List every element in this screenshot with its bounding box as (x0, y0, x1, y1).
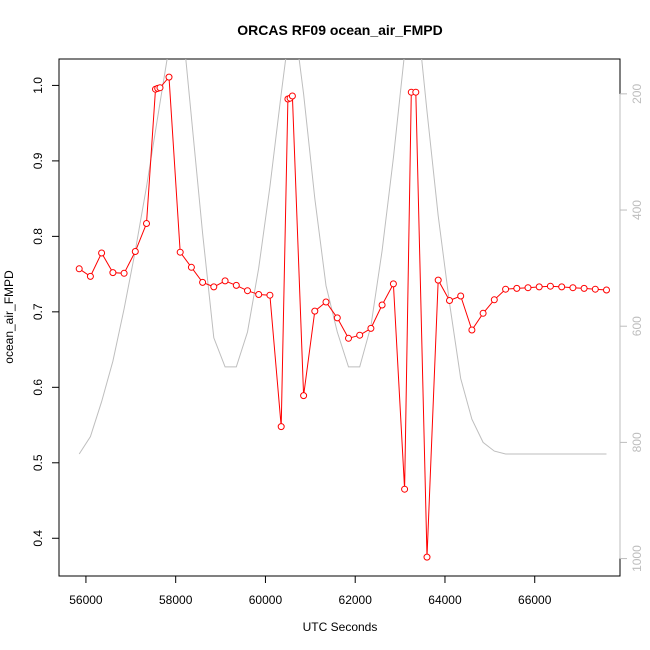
data-point (524, 284, 532, 292)
data-point (490, 296, 498, 304)
data-point (109, 269, 117, 277)
data-point (333, 314, 341, 322)
data-point (131, 248, 139, 255)
x-axis-label: UTC Seconds (303, 620, 378, 634)
y-axis-label: ocean_air_FMPD (2, 270, 16, 364)
data-point (210, 283, 218, 291)
y-tick-label: 0.8 (31, 228, 45, 245)
data-point (232, 281, 240, 289)
data-point (120, 269, 128, 277)
data-point (165, 73, 173, 81)
data-point (423, 553, 431, 561)
data-point (446, 297, 453, 304)
data-point (244, 287, 251, 295)
data-point (288, 92, 296, 100)
y2-tick-label: 400 (630, 200, 644, 220)
x-axis: 56000 58000 60000 62000 64000 66000 (69, 575, 552, 607)
y-axis: 0.4 0.5 0.6 0.7 0.8 0.9 1.0 (31, 77, 60, 547)
data-point (591, 285, 599, 293)
x-tick-label: 56000 (69, 593, 103, 607)
data-point (513, 284, 521, 292)
data-point (502, 285, 510, 293)
data-point (412, 88, 420, 96)
y2-tick-label: 600 (630, 316, 644, 336)
data-point (558, 283, 566, 291)
data-point (266, 291, 274, 299)
main-series-layer (75, 73, 610, 561)
data-point (367, 324, 375, 332)
data-point (569, 284, 577, 292)
y-tick-label: 0.7 (31, 303, 45, 320)
data-point (389, 280, 397, 288)
data-point (378, 301, 386, 309)
data-point (187, 263, 195, 271)
data-point (255, 291, 263, 298)
data-point (580, 284, 588, 292)
secondary-series-layer (78, 59, 607, 455)
y-tick-label: 0.6 (31, 379, 45, 396)
data-point (300, 392, 308, 400)
data-point (468, 326, 476, 334)
data-point (176, 248, 184, 256)
y-tick-label: 0.4 (31, 530, 45, 547)
data-point (603, 286, 610, 294)
data-point (345, 334, 352, 342)
data-point (356, 331, 364, 339)
data-point (199, 278, 207, 286)
y2-tick-label: 200 (630, 84, 644, 104)
data-point (277, 423, 285, 431)
data-point (75, 265, 83, 273)
y-axis-right: 200 400 600 800 1000 (619, 84, 644, 572)
y-tick-label: 0.5 (31, 454, 45, 471)
data-point (434, 276, 442, 284)
data-point (156, 84, 164, 92)
data-point (322, 298, 330, 306)
data-point (457, 292, 465, 300)
x-tick-label: 64000 (428, 593, 462, 607)
data-point (535, 283, 543, 291)
x-tick-label: 66000 (518, 593, 552, 607)
data-point (546, 282, 554, 290)
secondary-series-line (78, 59, 607, 455)
main-series-line (78, 75, 607, 558)
x-tick-label: 58000 (159, 593, 193, 607)
x-tick-label: 60000 (249, 593, 283, 607)
data-point (479, 309, 487, 317)
data-point (311, 307, 319, 315)
data-point (221, 277, 229, 285)
y2-tick-label: 1000 (630, 545, 644, 572)
y2-tick-label: 800 (630, 432, 644, 452)
data-point (401, 485, 409, 493)
x-tick-label: 62000 (339, 593, 373, 607)
data-point (143, 220, 150, 227)
y-tick-label: 0.9 (31, 152, 45, 169)
data-point (98, 249, 106, 257)
data-point (86, 272, 94, 280)
y-tick-label: 1.0 (31, 77, 45, 94)
chart-title: ORCAS RF09 ocean_air_FMPD (237, 22, 442, 38)
